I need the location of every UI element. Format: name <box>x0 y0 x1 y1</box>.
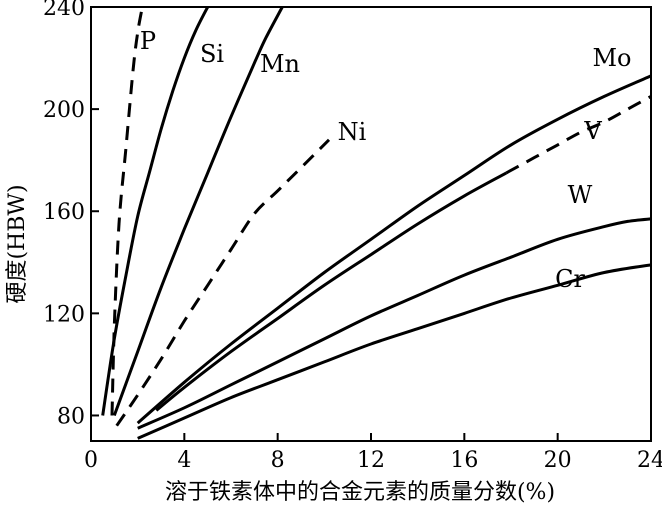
y-tick-label: 200 <box>43 98 85 123</box>
series-line-v <box>155 171 508 412</box>
series-line-mo <box>136 74 651 425</box>
x-tick-label: 8 <box>271 448 285 473</box>
x-tick-label: 20 <box>544 448 572 473</box>
series-label-v: V <box>583 117 602 145</box>
series-label-si: Si <box>200 40 224 68</box>
series-line-cr <box>137 263 651 440</box>
series-label-w: W <box>568 181 593 209</box>
series-line-w <box>137 217 651 430</box>
x-tick-label: 4 <box>177 448 191 473</box>
ticks: 0 4 8 12 16 20 24 80 120 160 200 240 <box>43 0 662 473</box>
x-tick-label: 0 <box>84 448 98 473</box>
series-label-mo: Mo <box>592 44 631 72</box>
series-label-ni: Ni <box>338 118 367 146</box>
series-line-mn <box>112 6 284 417</box>
series-labels: P Si Mn Ni Mo V W Cr <box>140 27 632 293</box>
plot-frame <box>90 6 652 442</box>
series-label-cr: Cr <box>555 265 585 293</box>
x-axis-title: 溶于铁素体中的合金元素的质量分数(%) <box>165 480 555 505</box>
series-label-p: P <box>140 27 156 55</box>
y-tick-label: 80 <box>57 404 85 429</box>
series-label-mn: Mn <box>260 50 300 78</box>
y-tick-label: 160 <box>43 200 85 225</box>
series-line-v-dashed <box>505 95 651 175</box>
y-tick-label: 240 <box>43 0 85 21</box>
series-line-ni-dashed <box>115 138 331 427</box>
axes <box>90 6 652 442</box>
x-tick-label: 24 <box>637 448 662 473</box>
y-tick-label: 120 <box>43 302 85 327</box>
x-tick-label: 16 <box>450 448 478 473</box>
y-axis-title: 硬度(HBW) <box>5 184 30 303</box>
series-line-p-dashed <box>110 6 144 416</box>
series-line-si <box>101 6 210 416</box>
x-tick-label: 12 <box>357 448 385 473</box>
series-lines <box>101 6 651 440</box>
